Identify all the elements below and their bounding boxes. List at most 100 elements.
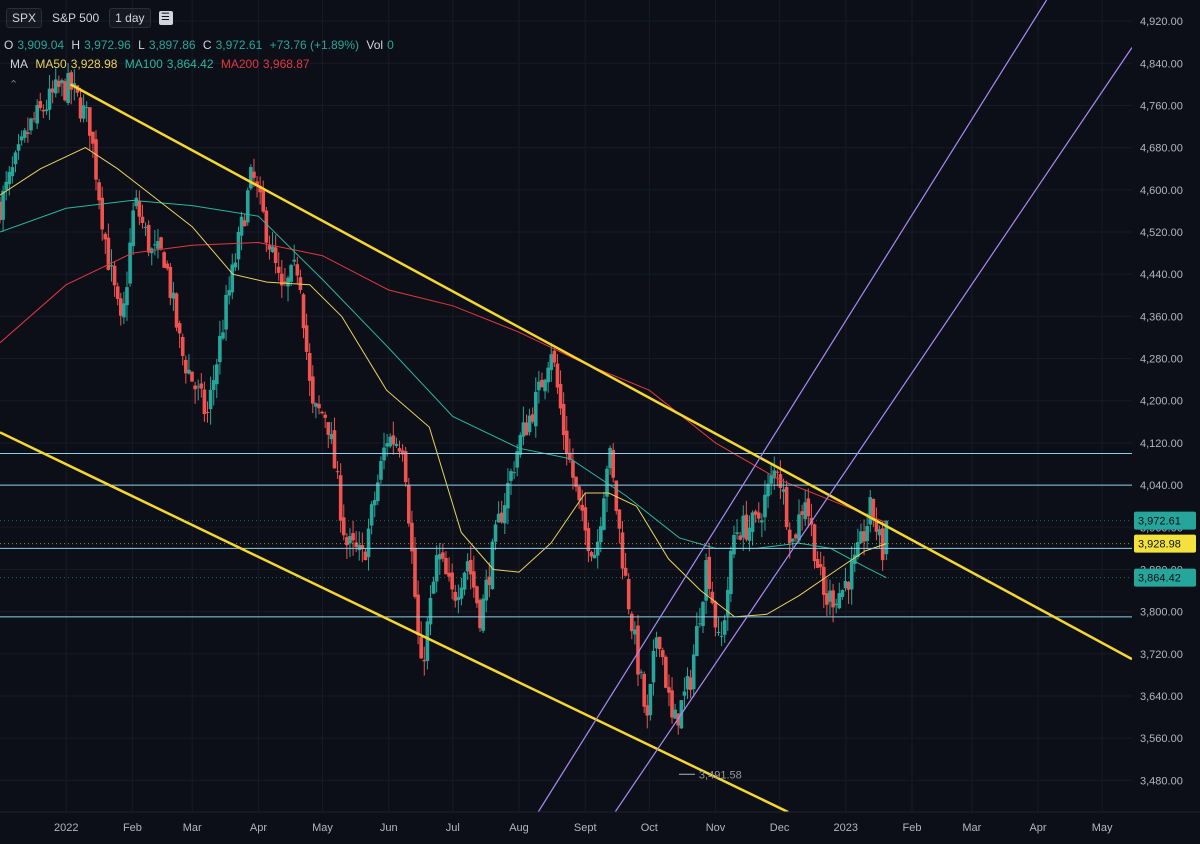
candle-body — [856, 542, 860, 557]
candle — [292, 244, 297, 266]
ma-legend[interactable]: MA MA50 3,928.98 MA100 3,864.42 MA200 3,968… — [10, 57, 314, 71]
candle-body — [651, 650, 656, 683]
candle — [781, 478, 786, 505]
price-tick-label: 4,040.00 — [1140, 480, 1183, 492]
candle-body — [351, 533, 355, 541]
candle — [546, 361, 550, 393]
candle-body — [846, 581, 851, 590]
candle-body — [100, 197, 105, 230]
symbol-button[interactable]: SPX — [6, 8, 43, 28]
open-label: O — [4, 38, 14, 52]
chevron-up-icon[interactable]: ⌃ — [9, 79, 19, 91]
candle — [629, 611, 634, 640]
candle-body — [109, 265, 114, 267]
candle-body — [168, 266, 173, 298]
candle-body — [385, 443, 389, 447]
candle — [295, 256, 300, 285]
candle — [509, 468, 513, 495]
candle — [633, 621, 637, 645]
channel-lower-trendline — [0, 431, 789, 814]
candle-body — [199, 383, 204, 389]
candle — [376, 474, 380, 505]
candle-body — [481, 598, 485, 631]
price-tick-label: 4,120.00 — [1140, 438, 1183, 450]
candle — [400, 443, 405, 462]
candle-body — [143, 227, 148, 229]
candle — [664, 655, 668, 689]
candle-body — [685, 676, 690, 690]
candle — [208, 376, 213, 425]
candle — [410, 510, 414, 564]
candle — [317, 395, 321, 415]
symbol-name[interactable]: S&P 500 — [52, 11, 100, 25]
candle — [205, 401, 210, 423]
candle-body — [233, 262, 238, 268]
candle — [286, 275, 290, 302]
candle-body — [286, 277, 290, 287]
candle-body — [849, 561, 854, 590]
candle-body — [732, 534, 736, 555]
candle-body — [450, 572, 454, 590]
candle-body — [434, 555, 439, 582]
candle-body — [626, 578, 631, 610]
candle-body — [633, 629, 637, 635]
candle — [7, 165, 12, 196]
candle-body — [162, 252, 166, 268]
candle-body — [301, 294, 306, 329]
candle-body — [230, 264, 235, 293]
candle — [239, 211, 244, 251]
candle-body — [791, 538, 795, 542]
candle — [797, 499, 801, 544]
candle-body — [376, 482, 380, 502]
candle-body — [880, 528, 885, 561]
candle — [428, 585, 433, 636]
candle-body — [725, 589, 730, 616]
candle — [657, 636, 662, 658]
candle — [88, 107, 92, 151]
candle — [35, 99, 39, 129]
channel-upper-trendline — [69, 83, 1133, 661]
candle — [818, 551, 823, 576]
candle — [636, 614, 640, 687]
candle — [329, 421, 334, 445]
candle-body — [797, 514, 801, 541]
interval-button[interactable]: 1 day — [109, 8, 151, 28]
candle-body — [852, 554, 857, 564]
candle-body — [10, 167, 15, 177]
candle — [106, 223, 111, 271]
candle-body — [444, 558, 448, 575]
candle-body — [326, 422, 331, 435]
candle — [611, 443, 616, 483]
candle-body — [13, 152, 18, 165]
candle-body — [821, 566, 826, 595]
candle-body — [877, 529, 882, 536]
candle-body — [413, 547, 417, 597]
candle — [323, 411, 327, 428]
candle-body — [7, 171, 12, 185]
menu-icon[interactable]: ☰ — [158, 11, 173, 25]
candle — [26, 117, 30, 143]
candle — [859, 523, 863, 544]
candle — [465, 553, 470, 580]
candle — [729, 546, 733, 603]
candle — [537, 370, 541, 404]
candle-body — [211, 380, 216, 390]
candle — [592, 548, 597, 559]
candle-body — [425, 621, 430, 661]
candle-body — [503, 505, 507, 524]
candle — [270, 232, 275, 253]
candle-body — [391, 435, 396, 445]
price-tick-label: 4,520.00 — [1140, 227, 1183, 239]
candle-body — [159, 237, 163, 249]
candle — [341, 504, 346, 541]
price-tick-label: 4,920.00 — [1140, 16, 1183, 28]
candle-body — [329, 434, 334, 440]
candle-body — [140, 216, 145, 223]
candle-body — [428, 597, 433, 625]
candle-body — [177, 323, 182, 334]
ma-indicator-label: MA — [10, 57, 28, 71]
candle — [472, 555, 476, 598]
candle-body — [50, 88, 55, 93]
price-tick-label: 4,760.00 — [1140, 100, 1183, 112]
